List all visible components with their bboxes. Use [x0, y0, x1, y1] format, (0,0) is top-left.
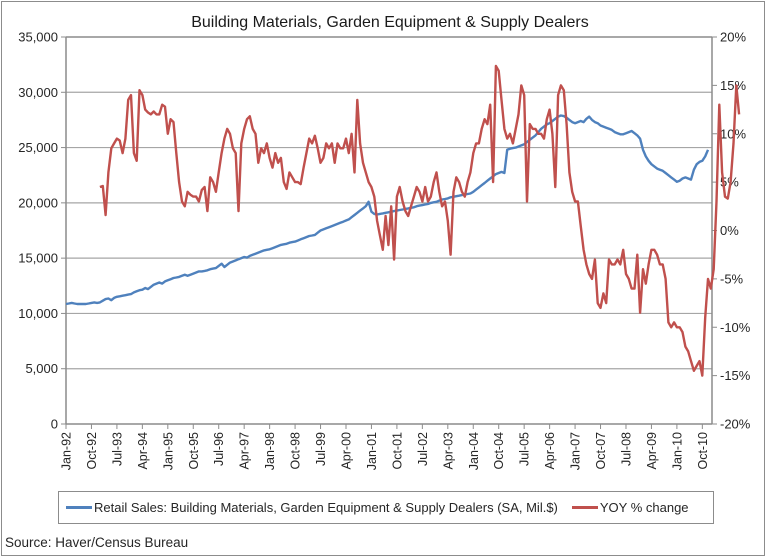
source-note: Source: Haver/Census Bureau	[5, 535, 189, 550]
left-tick-label: 35,000	[18, 30, 58, 45]
x-tick-label: Oct-01	[390, 432, 404, 470]
x-tick-label: Apr-00	[339, 432, 353, 470]
legend-swatch-retail-sales	[66, 506, 92, 509]
x-tick-label: Apr-03	[441, 432, 455, 470]
left-tick-label: 0	[51, 417, 58, 432]
x-tick-label: Oct-98	[289, 432, 303, 470]
right-tick-label: -15%	[720, 368, 751, 383]
legend-label-yoy: YOY % change	[599, 500, 689, 515]
x-tick-label: Jul-93	[110, 432, 124, 466]
right-tick-label: -10%	[720, 320, 751, 335]
left-tick-label: 30,000	[18, 85, 58, 100]
x-tick-label: Jul-02	[416, 432, 430, 466]
x-tick-label: Oct-07	[594, 432, 608, 470]
left-tick-label: 25,000	[18, 140, 58, 155]
x-tick-label: Jul-96	[212, 432, 226, 466]
left-tick-label: 5,000	[25, 361, 58, 376]
x-tick-label: Oct-10	[696, 432, 710, 470]
x-tick-label: Jul-99	[314, 432, 328, 466]
x-tick-label: Apr-06	[543, 432, 557, 470]
left-tick-label: 10,000	[18, 306, 58, 321]
right-tick-label: 0%	[720, 223, 739, 238]
x-tick-label: Jul-08	[619, 432, 633, 466]
right-tick-label: -5%	[720, 271, 744, 286]
right-tick-label: 15%	[720, 78, 746, 93]
x-tick-label: Apr-97	[238, 432, 252, 470]
x-tick-label: Apr-94	[136, 432, 150, 470]
legend-swatch-yoy	[571, 506, 598, 509]
x-tick-label: Jan-95	[161, 432, 175, 470]
series-line-yoy-change	[99, 64, 741, 377]
x-tick-label: Oct-95	[187, 432, 201, 470]
right-tick-label: 20%	[720, 30, 746, 45]
legend-item-retail-sales: Retail Sales: Building Materials, Garden…	[66, 500, 558, 515]
x-tick-label: Oct-92	[85, 432, 99, 470]
x-tick-label: Jan-98	[263, 432, 277, 470]
x-tick-label: Jan-10	[670, 432, 684, 470]
x-tick-label: Jan-01	[365, 432, 379, 470]
legend: Retail Sales: Building Materials, Garden…	[58, 491, 714, 524]
x-tick-label: Jan-04	[467, 432, 481, 470]
series-group	[65, 64, 741, 377]
legend-label-retail-sales: Retail Sales: Building Materials, Garden…	[94, 500, 558, 515]
left-tick-label: 20,000	[18, 195, 58, 210]
chart-title: Building Materials, Garden Equipment & S…	[191, 14, 589, 31]
x-tick-label: Apr-09	[645, 432, 659, 470]
x-tick-label: Oct-04	[492, 432, 506, 470]
x-tick-label: Jan-07	[569, 432, 583, 470]
gridlines	[66, 36, 712, 370]
x-axis: Jan-92 Oct-92 Jul-93 Apr-94 Jan-95 Oct-95 Jul-…	[60, 423, 712, 470]
left-tick-label: 15,000	[18, 251, 58, 266]
legend-item-yoy: YOY % change	[571, 500, 689, 515]
series-line-retail-sales	[65, 114, 710, 306]
right-tick-label: -20%	[720, 417, 751, 432]
x-tick-label: Jul-05	[518, 432, 532, 466]
left-axis: 0 5,000 10,000 15,000 20,000 25,000 30,000 35,0…	[18, 30, 67, 432]
x-tick-label: Jan-92	[60, 432, 74, 470]
right-axis: -20%-15%-10%-5%0%5%10%15%20%	[711, 30, 751, 432]
